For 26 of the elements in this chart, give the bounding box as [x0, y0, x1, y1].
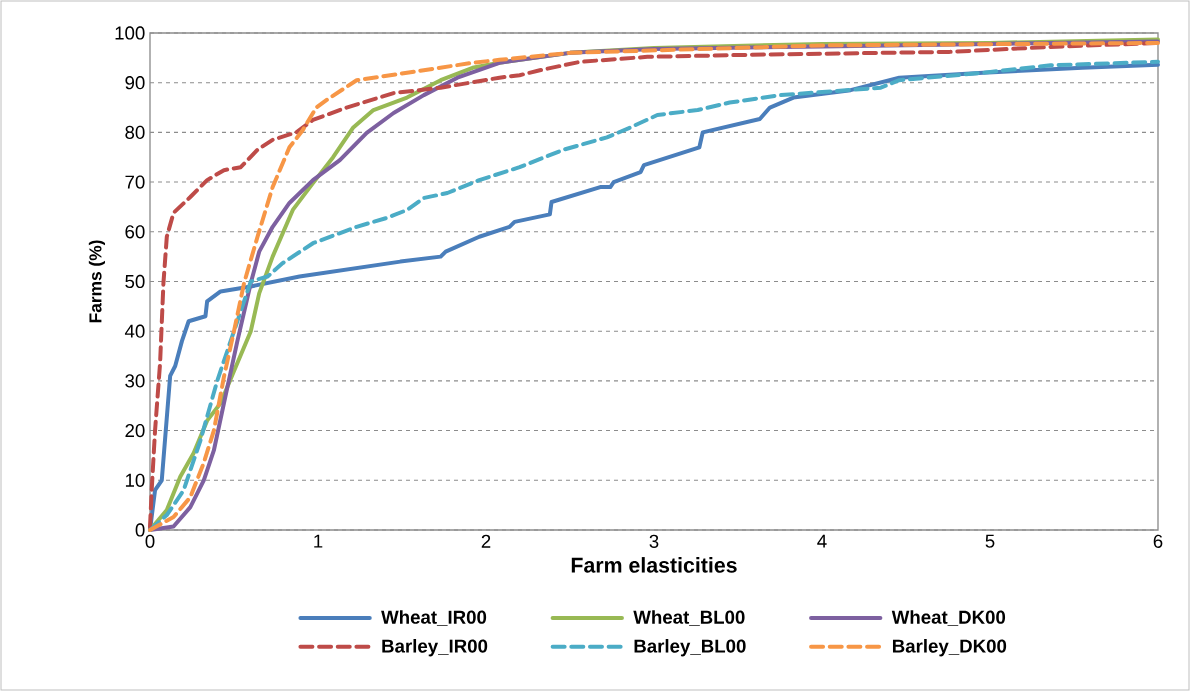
legend-label: Barley_DK00 [892, 638, 1007, 657]
y-tick-label: 40 [124, 324, 145, 338]
legend-label: Wheat_BL00 [633, 610, 745, 626]
y-tick-label: 50 [125, 274, 145, 289]
legend-label: Wheat_IR00 [381, 610, 487, 626]
y-tick-label: 0 [135, 523, 145, 537]
x-tick-label: 6 [1153, 534, 1163, 548]
legend-label: Barley_BL00 [634, 638, 746, 657]
x-tick-label: 4 [817, 534, 827, 548]
x-tick-label: 5 [985, 534, 995, 548]
x-axis-title: Farm elasticities [571, 557, 737, 573]
x-tick-label: 0 [145, 534, 155, 548]
y-tick-label: 20 [125, 423, 145, 438]
x-tick-label: 2 [481, 534, 491, 548]
legend-label: Wheat_DK00 [891, 610, 1006, 626]
y-tick-label: 30 [125, 374, 145, 388]
y-axis-title: Farms (%) [88, 240, 105, 323]
y-tick-label: 90 [125, 76, 145, 90]
legend-label: Barley_IR00 [382, 638, 488, 657]
x-tick-label: 3 [649, 534, 659, 548]
y-tick-label: 10 [125, 473, 145, 487]
x-tick-label: 1 [314, 534, 323, 548]
y-tick-label: 60 [125, 225, 145, 239]
y-tick-label: 80 [125, 125, 145, 139]
y-tick-label: 100 [115, 26, 145, 40]
y-tick-label: 70 [125, 175, 145, 189]
